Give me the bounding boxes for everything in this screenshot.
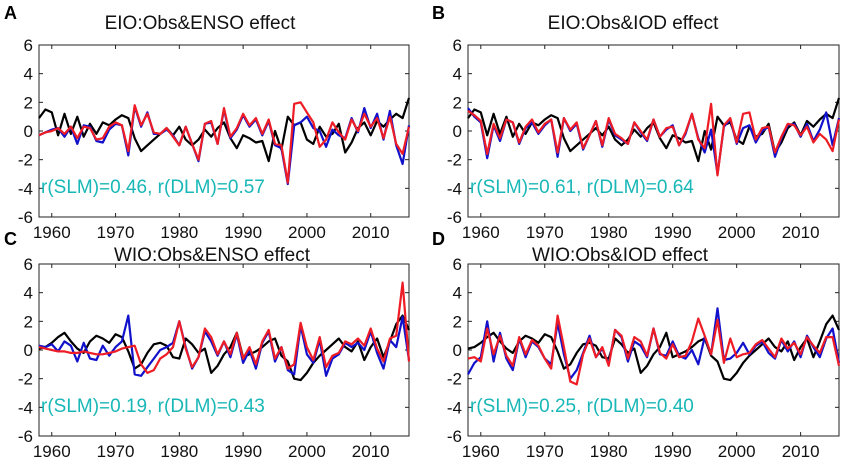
x-tick-label: 1960 [462, 442, 500, 461]
correlation-annotation: r(SLM)=0.46, r(DLM)=0.57 [41, 177, 265, 198]
y-tick-label: 4 [24, 65, 33, 84]
y-tick-label: 6 [453, 255, 462, 274]
series-line-slm [38, 105, 411, 186]
y-tick-label: -4 [447, 179, 462, 198]
x-tick-label: 1960 [33, 442, 71, 461]
x-tick-label: 1970 [526, 223, 564, 242]
x-tick-label: 1980 [590, 442, 628, 461]
x-tick-label: 1970 [97, 223, 135, 242]
x-tick-label: 1990 [224, 223, 262, 242]
panel-label: C [4, 229, 17, 249]
y-tick-label: 6 [24, 36, 33, 55]
y-tick-label: 4 [453, 284, 462, 303]
panel-title: EIO:Obs&ENSO effect [105, 13, 297, 34]
y-tick-label: -2 [447, 151, 462, 170]
correlation-annotation: r(SLM)=0.25, r(DLM)=0.40 [470, 396, 694, 417]
series-line-dlm [38, 281, 411, 374]
y-tick-label: 2 [453, 312, 462, 331]
x-tick-label: 2010 [352, 223, 390, 242]
y-tick-label: -6 [447, 208, 462, 227]
y-tick-label: 6 [453, 36, 462, 55]
series-line-obs [38, 314, 411, 382]
panel-label: A [4, 3, 17, 23]
panel-title: EIO:Obs&IOD effect [548, 13, 719, 34]
y-tick-label: -4 [18, 398, 33, 417]
y-tick-label: 0 [453, 341, 462, 360]
x-tick-label: 2000 [718, 442, 756, 461]
y-tick-label: 4 [453, 65, 462, 84]
y-tick-label: -2 [447, 370, 462, 389]
series-line-dlm [467, 314, 841, 386]
y-tick-label: -2 [18, 151, 33, 170]
y-tick-label: 2 [24, 93, 33, 112]
y-tick-label: 4 [24, 284, 33, 303]
series-line-dlm [467, 102, 841, 177]
panel-c: -6 -4 -2 0 2 4 6 1960 1970 1980 1990 2000 2010 C WIO:O… [4, 229, 411, 461]
y-tick-label: -6 [18, 427, 33, 446]
correlation-annotation: r(SLM)=0.19, r(DLM)=0.43 [41, 396, 265, 417]
x-tick-label: 1980 [160, 442, 198, 461]
x-tick-label: 2010 [782, 442, 820, 461]
y-tick-label: -4 [18, 179, 33, 198]
y-tick-label: 2 [453, 93, 462, 112]
panel-a: -6 -4 -2 0 2 4 6 1960 1970 1980 1990 2000 2010 A EIO:O… [4, 3, 411, 242]
series-line-obs [38, 97, 411, 163]
y-tick-label: -2 [18, 370, 33, 389]
y-tick-label: 2 [24, 312, 33, 331]
panel-b: -6 -4 -2 0 2 4 6 1960 1970 1980 1990 2000 2010 B EIO:O… [432, 3, 841, 242]
series-line-dlm [38, 101, 411, 184]
panel-label: B [432, 3, 445, 23]
x-tick-label: 1980 [590, 223, 628, 242]
panel-label: D [432, 229, 445, 249]
x-tick-label: 1990 [224, 442, 262, 461]
series-line-slm [467, 107, 841, 176]
correlation-annotation: r(SLM)=0.61, r(DLM)=0.64 [470, 177, 694, 198]
x-tick-label: 1970 [97, 442, 135, 461]
y-tick-label: 6 [24, 255, 33, 274]
x-tick-label: 1990 [654, 442, 692, 461]
x-tick-label: 1960 [462, 223, 500, 242]
x-tick-label: 2000 [288, 442, 326, 461]
x-tick-label: 1990 [654, 223, 692, 242]
y-tick-label: 0 [24, 341, 33, 360]
panel-title: WIO:Obs&IOD effect [532, 245, 709, 266]
panel-d: -6 -4 -2 0 2 4 6 1960 1970 1980 1990 2000 2010 D WIO:O… [432, 229, 841, 461]
x-tick-label: 2010 [352, 442, 390, 461]
series-line-slm [38, 314, 411, 377]
x-tick-label: 2000 [288, 223, 326, 242]
panel-title: WIO:Obs&ENSO effect [114, 245, 311, 266]
x-tick-label: 1970 [526, 442, 564, 461]
x-tick-label: 1980 [160, 223, 198, 242]
y-tick-label: 0 [453, 122, 462, 141]
x-tick-label: 1960 [33, 223, 71, 242]
x-tick-label: 2000 [718, 223, 756, 242]
y-tick-label: 0 [24, 122, 33, 141]
x-tick-label: 2010 [782, 223, 820, 242]
y-tick-label: -6 [18, 208, 33, 227]
y-tick-label: -6 [447, 427, 462, 446]
y-tick-label: -4 [447, 398, 462, 417]
